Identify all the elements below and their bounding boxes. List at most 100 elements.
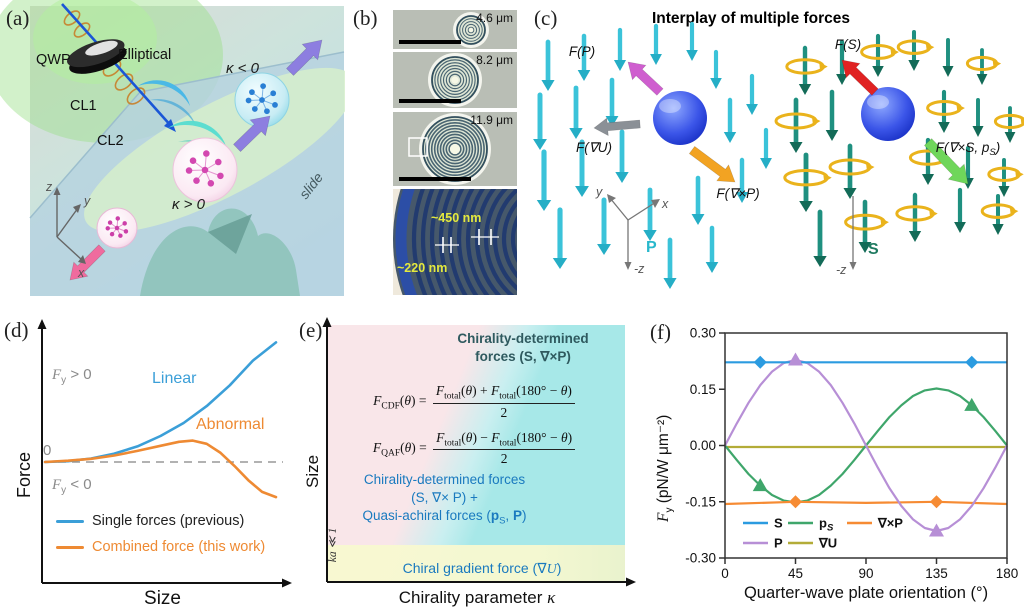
ring-pitch-outer-label: ~450 nm bbox=[431, 211, 482, 225]
panel-f-label: (f) bbox=[650, 320, 671, 344]
panel-c-title: Interplay of multiple forces bbox=[651, 10, 851, 27]
axis-z-label: z bbox=[45, 180, 53, 194]
svg-text:pS: pS bbox=[819, 516, 834, 534]
cylindrical-lens-1 bbox=[138, 80, 190, 106]
axis-minus-z-label: -z bbox=[836, 263, 847, 277]
svg-text:∇×P: ∇×P bbox=[877, 516, 903, 531]
panel-e-axes bbox=[322, 317, 636, 587]
panel-a: (a) bbox=[0, 0, 345, 300]
droplet-size-label: 11.9 μm bbox=[470, 113, 513, 127]
field-arrows bbox=[533, 21, 1024, 289]
cylindrical-lens-1-shade bbox=[150, 99, 196, 126]
sphere-highlight bbox=[659, 99, 681, 113]
micrograph-8.2um: 8.2 μm bbox=[393, 52, 517, 108]
force-vs-qwp-chart: 0.30 0.15 0.00 -0.15 -0.30 0 45 90 135 180 S pS ∇×P P… bbox=[685, 326, 1019, 582]
micrograph-4.6um: 4.6 μm bbox=[393, 10, 517, 49]
kappa-negative-label: κ < 0 bbox=[226, 60, 260, 77]
panel-d: (d) Fy > 0 0 Fy < 0 Linear Abnormal Sing… bbox=[0, 310, 300, 613]
svg-text:-0.30: -0.30 bbox=[685, 551, 716, 566]
ring-pitch-inner-label: ~220 nm bbox=[397, 261, 448, 275]
svg-text:0.00: 0.00 bbox=[690, 438, 716, 453]
panel-a-illustration: z y x QWP Elliptical CL1 CL2 κ < 0 κ > 0… bbox=[0, 0, 345, 296]
panel-a-label: (a) bbox=[6, 6, 30, 30]
panel-e-label: (e) bbox=[299, 318, 323, 342]
svg-text:0.15: 0.15 bbox=[690, 382, 716, 397]
sphere-highlight bbox=[867, 95, 889, 109]
potential-cone bbox=[208, 214, 252, 254]
panel-b-label: (b) bbox=[353, 6, 378, 30]
svg-text:-0.15: -0.15 bbox=[685, 494, 716, 509]
force-s-label: F(S) bbox=[835, 37, 861, 52]
panel-e: (e) Chirality-determined forces (S, ∇×P) … bbox=[295, 310, 645, 613]
micrograph-zoom-rings: ~450 nm ~220 nm bbox=[393, 189, 517, 295]
axis-x-label: x bbox=[77, 266, 85, 280]
droplet-size-label: 8.2 μm bbox=[476, 53, 513, 67]
axis-y-label: y bbox=[83, 194, 91, 208]
d-ylabel: Force bbox=[14, 451, 34, 498]
linear-curve-label: Linear bbox=[152, 370, 197, 387]
particle-sphere-right bbox=[861, 87, 915, 141]
legend-line-blue bbox=[56, 519, 84, 523]
force-block-arrows bbox=[593, 59, 969, 185]
phase-diagram: Chirality-determined forces (S, ∇×P) FCDF… bbox=[327, 325, 625, 582]
elliptical-label: Elliptical bbox=[118, 47, 171, 63]
axis-x-label: x bbox=[661, 197, 669, 211]
panel-d-label: (d) bbox=[4, 318, 29, 342]
qwp-disc bbox=[67, 39, 127, 74]
cl1-label: CL1 bbox=[70, 98, 97, 114]
svg-text:45: 45 bbox=[788, 566, 803, 581]
force-p-label: F(P) bbox=[569, 44, 595, 59]
momentum-field-label: P bbox=[646, 239, 657, 256]
panel-b: (b) 4.6 μm 8.2 μm 11.9 μm ~450 nm ~220 n… bbox=[345, 0, 525, 300]
legend-line-orange bbox=[56, 545, 84, 549]
force-curlS-label: F(∇×S, pS) bbox=[936, 140, 1001, 158]
kappa-positive-label: κ > 0 bbox=[172, 196, 206, 213]
qwp-label: QWP bbox=[36, 52, 71, 68]
force-decomposition-formulas: FCDF(θ) = Ftotal(θ) + Ftotal(180° − θ) 2 … bbox=[345, 383, 603, 476]
cdf-formula: FCDF(θ) = Ftotal(θ) + Ftotal(180° − θ) 2 bbox=[345, 383, 603, 421]
scale-bar bbox=[399, 177, 471, 181]
svg-text:0.30: 0.30 bbox=[690, 326, 716, 341]
droplet-size-label: 4.6 μm bbox=[476, 11, 513, 25]
svg-text:180: 180 bbox=[996, 566, 1019, 581]
schematic-force-size-chart bbox=[37, 319, 292, 588]
panel-c-label: (c) bbox=[534, 6, 558, 30]
legend-combined-force: Combined force (this work) bbox=[56, 539, 265, 555]
d-xlabel: Size bbox=[144, 588, 181, 609]
abnormal-curve-label: Abnormal bbox=[196, 416, 265, 433]
panel-c: (c) Interplay of multiple forces y x -z … bbox=[520, 0, 1024, 310]
laser-beam-arrowhead bbox=[164, 119, 176, 132]
cl2-label: CL2 bbox=[97, 133, 124, 149]
f-ylabel: Fy (pN/W μm⁻²) bbox=[655, 414, 676, 522]
force-curlP-label: F(∇×P) bbox=[716, 186, 759, 201]
scale-bar bbox=[399, 99, 461, 103]
panel-a-dynamic-art bbox=[69, 39, 323, 281]
laser-beam bbox=[61, 3, 173, 128]
svg-text:S: S bbox=[774, 516, 783, 531]
particle-sphere-left bbox=[653, 91, 707, 145]
f-xlabel: Quarter-wave plate orientation (°) bbox=[743, 584, 989, 602]
force-gradU-label: F(∇U) bbox=[576, 140, 612, 155]
helical-polarization-icon bbox=[63, 10, 146, 105]
svg-text:135: 135 bbox=[925, 566, 948, 581]
cylindrical-lens-2 bbox=[168, 120, 226, 146]
svg-text:0: 0 bbox=[721, 566, 729, 581]
svg-text:P: P bbox=[774, 536, 783, 551]
scale-bar bbox=[399, 40, 461, 44]
chirality-forces-region-label: Chirality-determined forces (S, ∇×P) bbox=[457, 331, 589, 364]
axis-minus-z-label: -z bbox=[634, 262, 645, 276]
axes-panel-c-left bbox=[607, 194, 660, 270]
legend-single-forces: Single forces (previous) bbox=[56, 513, 244, 529]
axes-panel-a bbox=[53, 187, 86, 264]
micrograph-11.9um: 11.9 μm bbox=[393, 112, 517, 186]
svg-text:∇U: ∇U bbox=[818, 536, 837, 551]
svg-text:90: 90 bbox=[858, 566, 873, 581]
panel-c-illustration: y x -z -z P S F(P) F(∇U) F(∇×P) F(S) F(∇… bbox=[533, 21, 1024, 289]
zero-annotation: 0 bbox=[43, 442, 52, 459]
axes-panel-c-right bbox=[849, 196, 857, 270]
axis-y-label: y bbox=[595, 185, 603, 199]
e-xlabel: Chirality parameter κ bbox=[398, 588, 556, 607]
fy-positive-annotation: Fy > 0 bbox=[52, 366, 92, 386]
